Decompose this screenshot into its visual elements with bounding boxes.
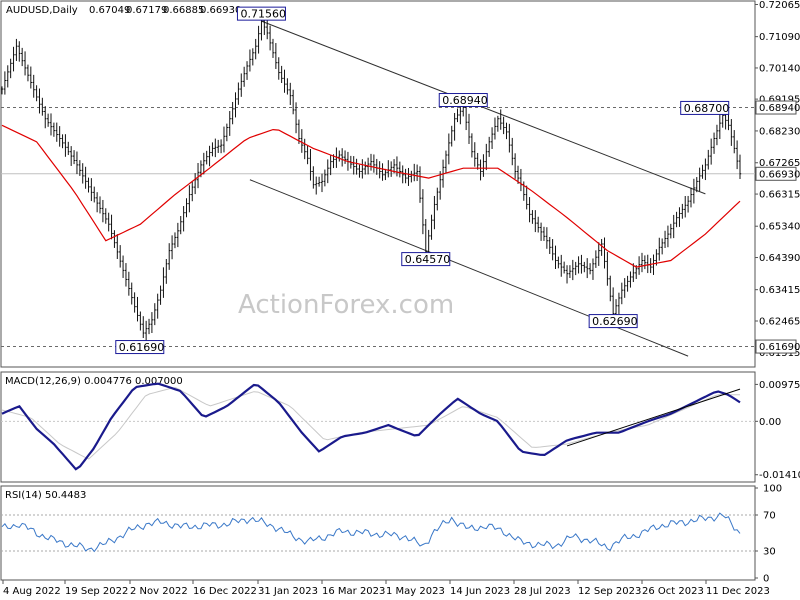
macd-panel bbox=[0, 371, 756, 483]
annotation-label-1: 0.68940 bbox=[442, 94, 488, 107]
x-tick-label-1: 19 Sep 2022 bbox=[65, 586, 128, 597]
rsi-tick-label-3: 0 bbox=[763, 574, 769, 585]
price-header: AUDUSD,Daily 0.67049 0.67179 0.66885 0.6… bbox=[6, 5, 241, 16]
price-bars bbox=[0, 14, 742, 341]
rsi-tick-label-2: 30 bbox=[763, 547, 776, 558]
annotation-label-4: 0.61690 bbox=[119, 341, 165, 354]
price-title: AUDUSD,Daily bbox=[6, 5, 78, 16]
x-tick-label-5: 16 Mar 2023 bbox=[322, 586, 385, 597]
channel-line-0 bbox=[261, 20, 706, 195]
macd-series-macd bbox=[1, 382, 741, 471]
price-axis-marker-0 bbox=[755, 100, 797, 115]
rsi-series-layer bbox=[1, 512, 755, 553]
price-tick-label-3: 0.69195 bbox=[759, 95, 800, 106]
x-tick-label-8: 28 Jul 2023 bbox=[514, 586, 571, 597]
rsi-line bbox=[1, 512, 741, 553]
price-tick-label-6: 0.66315 bbox=[759, 190, 800, 201]
rsi-panel bbox=[0, 485, 756, 581]
rsi-tick-label-0: 100 bbox=[763, 484, 782, 495]
macd-tick-label-2: -0.014107 bbox=[759, 470, 800, 481]
x-tick-label-4: 31 Jan 2023 bbox=[258, 586, 318, 597]
price-tick-label-7: 0.65340 bbox=[759, 222, 800, 233]
macd-tick-label-1: 0.00 bbox=[759, 417, 781, 428]
price-tick-label-5: 0.67265 bbox=[759, 158, 800, 169]
annotation-label-0: 0.71560 bbox=[240, 8, 286, 21]
annotation-box-0 bbox=[236, 6, 286, 21]
macd-tick-label-0: 0.009751 bbox=[759, 380, 800, 391]
annotation-box-1 bbox=[438, 93, 488, 108]
price-tick-label-10: 0.62465 bbox=[759, 316, 800, 327]
x-tick-label-2: 2 Nov 2022 bbox=[130, 586, 188, 597]
annotation-label-5: 0.68700 bbox=[684, 102, 730, 115]
x-tick-label-3: 16 Dec 2022 bbox=[193, 586, 257, 597]
price-axis-marker-label-0: 0.68940 bbox=[759, 103, 800, 114]
annotation-box-2 bbox=[401, 252, 451, 267]
price-axis-marker-label-2: 0.61690 bbox=[759, 342, 800, 353]
rsi-tick-label-1: 70 bbox=[763, 511, 776, 522]
watermark: ActionForex.com bbox=[238, 290, 454, 320]
macd-title: MACD(12,26,9) 0.004776 0.007000 bbox=[5, 376, 183, 387]
annotation-box-5 bbox=[680, 100, 730, 115]
price-tick-label-4: 0.68230 bbox=[759, 126, 800, 137]
price-axis-marker-label-1: 0.66930 bbox=[759, 169, 800, 180]
annotation-box-4 bbox=[115, 340, 165, 355]
price-tick-label-2: 0.70140 bbox=[759, 63, 800, 74]
price-axis-marker-1 bbox=[755, 166, 797, 181]
price-tick-label-1: 0.71090 bbox=[759, 32, 800, 43]
price-tick-label-8: 0.64390 bbox=[759, 253, 800, 264]
moving-average-line-0 bbox=[1, 124, 741, 268]
macd-series-layer bbox=[1, 382, 755, 471]
rsi-title: RSI(14) 50.4483 bbox=[5, 490, 86, 501]
price-tick-label-0: 0.72065 bbox=[759, 0, 800, 11]
x-tick-label-9: 12 Sep 2023 bbox=[578, 586, 641, 597]
x-tick-label-10: 26 Oct 2023 bbox=[642, 586, 704, 597]
ohlc-low: 0.66885 bbox=[163, 5, 204, 16]
price-tick-label-9: 0.63415 bbox=[759, 285, 800, 296]
annotation-label-3: 0.62690 bbox=[592, 315, 638, 328]
ohlc-open: 0.67049 bbox=[89, 5, 130, 16]
price-axis-marker-2 bbox=[755, 339, 797, 354]
price-series-layer: 0.71560 0.68940 0.64570 0.62690 0.61690 0.687… bbox=[0, 6, 755, 357]
ohlc-close: 0.66930 bbox=[200, 5, 241, 16]
annotation-label-2: 0.64570 bbox=[405, 253, 451, 266]
ohlc-high: 0.67179 bbox=[126, 5, 167, 16]
x-tick-label-11: 11 Dec 2023 bbox=[706, 586, 770, 597]
x-tick-label-0: 4 Aug 2022 bbox=[3, 586, 61, 597]
annotation-box-3 bbox=[588, 314, 638, 329]
macd-trendline-0 bbox=[566, 388, 741, 447]
x-tick-label-6: 1 May 2023 bbox=[386, 586, 445, 597]
x-tick-label-7: 14 Jun 2023 bbox=[450, 586, 510, 597]
price-panel bbox=[0, 0, 756, 368]
